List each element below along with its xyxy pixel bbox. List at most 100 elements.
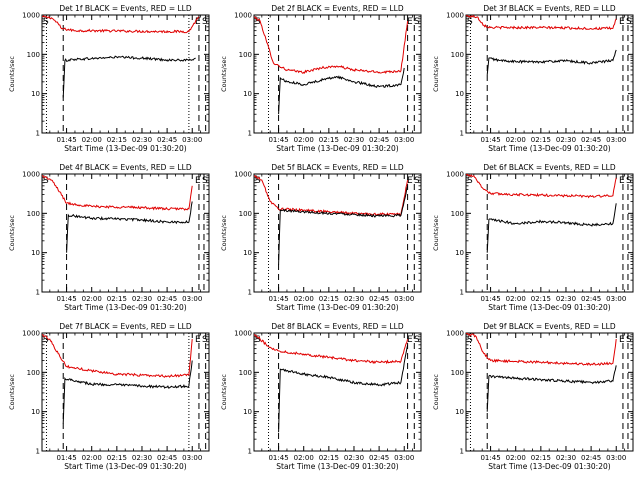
x-tick-label: 02:00: [82, 295, 102, 303]
series-line-lld: [254, 16, 409, 74]
series-line-events: [486, 365, 617, 412]
x-axis-label: Start Time (13-Dec-09 01:30:20): [488, 303, 610, 312]
y-tick-label: 100: [451, 51, 464, 59]
y-axis-label: Counts/sec: [432, 374, 440, 410]
x-axis-label: Start Time (13-Dec-09 01:30:20): [64, 462, 186, 471]
start-marker-label: S: [467, 17, 473, 27]
start-marker-label: S: [43, 17, 49, 27]
x-tick-label: 02:45: [581, 295, 601, 303]
plot-frame: [465, 173, 634, 293]
y-tick-label: 1000: [446, 12, 464, 20]
y-axis-label: Counts/sec: [8, 215, 16, 251]
end-marker-label: E: [619, 17, 625, 27]
y-axis-label: Counts/sec: [432, 56, 440, 92]
x-tick-label: 02:30: [556, 295, 576, 303]
end-marker-label: E: [407, 335, 413, 345]
x-tick-label: 02:45: [369, 295, 389, 303]
chart-title: Det 5f BLACK = Events, RED = LLD: [271, 163, 404, 172]
chart-panel-4: Det 4f BLACK = Events, RED = LLD 1 10 100 10…: [8, 163, 210, 312]
y-tick-label: 1: [36, 448, 40, 456]
start-marker-label: S: [255, 335, 261, 345]
y-tick-label: 100: [27, 369, 40, 377]
x-tick-label: 01:45: [268, 454, 288, 462]
x-axis-label: Start Time (13-Dec-09 01:30:20): [64, 144, 186, 153]
y-tick-label: 10: [31, 90, 40, 98]
start-marker-label: S: [43, 176, 49, 186]
series-line-events: [62, 360, 193, 424]
series-line-lld: [466, 174, 617, 199]
end-marker-label: E: [195, 17, 201, 27]
end-marker-label: S: [626, 176, 632, 186]
chart-title: Det 7f BLACK = Events, RED = LLD: [59, 322, 192, 331]
start-marker-label: S: [255, 176, 261, 186]
x-tick-label: 02:15: [107, 295, 127, 303]
y-tick-label: 1: [36, 130, 40, 138]
end-marker-label: S: [414, 176, 420, 186]
x-tick-label: 03:00: [606, 454, 626, 462]
end-marker-label: E: [195, 335, 201, 345]
y-tick-label: 1: [460, 130, 464, 138]
x-tick-label: 02:30: [132, 295, 152, 303]
chart-title: Det 8f BLACK = Events, RED = LLD: [271, 322, 404, 331]
x-tick-label: 02:15: [107, 454, 127, 462]
y-tick-label: 100: [27, 210, 40, 218]
y-tick-label: 1000: [234, 171, 252, 179]
x-axis-label: Start Time (13-Dec-09 01:30:20): [488, 144, 610, 153]
chart-title: Det 1f BLACK = Events, RED = LLD: [59, 4, 192, 13]
x-tick-label: 02:30: [344, 295, 364, 303]
chart-panel-7: Det 7f BLACK = Events, RED = LLD 1 10 100 10…: [8, 322, 210, 471]
x-tick-label: 01:45: [56, 454, 76, 462]
x-tick-label: 02:00: [294, 295, 314, 303]
x-tick-label: 01:45: [480, 454, 500, 462]
series-line-events: [486, 49, 617, 75]
y-tick-label: 1: [36, 289, 40, 297]
x-axis-label: Start Time (13-Dec-09 01:30:20): [276, 144, 398, 153]
series-line-lld: [466, 333, 617, 367]
chart-title: Det 4f BLACK = Events, RED = LLD: [59, 163, 192, 172]
series-line-events: [62, 55, 196, 98]
end-marker-label: S: [626, 335, 632, 345]
x-tick-label: 03:00: [182, 136, 202, 144]
x-tick-label: 02:45: [157, 295, 177, 303]
series-line-lld: [42, 175, 193, 211]
x-tick-label: 02:00: [506, 295, 526, 303]
series-line-events: [278, 344, 409, 433]
end-marker-label: E: [619, 176, 625, 186]
end-marker-label: S: [202, 335, 208, 345]
x-tick-label: 02:30: [556, 454, 576, 462]
series-line-lld: [42, 334, 193, 378]
end-marker-label: E: [407, 176, 413, 186]
x-tick-label: 02:00: [294, 454, 314, 462]
x-tick-label: 02:15: [531, 454, 551, 462]
x-tick-label: 03:00: [394, 295, 414, 303]
x-tick-label: 02:45: [157, 136, 177, 144]
y-tick-label: 100: [451, 369, 464, 377]
y-tick-label: 1000: [234, 12, 252, 20]
chart-panel-5: Det 5f BLACK = Events, RED = LLD 1 10 100 10…: [220, 163, 422, 312]
x-tick-label: 02:00: [82, 136, 102, 144]
x-tick-label: 02:00: [506, 454, 526, 462]
x-tick-label: 02:30: [132, 454, 152, 462]
start-marker-label: S: [255, 17, 261, 27]
y-tick-label: 1000: [446, 171, 464, 179]
y-tick-label: 1: [460, 289, 464, 297]
start-marker-label: S: [467, 335, 473, 345]
series-line-events: [486, 203, 617, 253]
y-tick-label: 1000: [234, 330, 252, 338]
start-marker-label: S: [43, 335, 49, 345]
y-tick-label: 1: [248, 130, 252, 138]
y-tick-label: 10: [455, 249, 464, 257]
chart-title: Det 2f BLACK = Events, RED = LLD: [271, 4, 404, 13]
x-tick-label: 02:45: [369, 136, 389, 144]
y-axis-label: Counts/sec: [220, 56, 228, 92]
x-axis-label: Start Time (13-Dec-09 01:30:20): [276, 462, 398, 471]
x-tick-label: 03:00: [182, 454, 202, 462]
x-axis-label: Start Time (13-Dec-09 01:30:20): [488, 462, 610, 471]
y-tick-label: 100: [239, 369, 252, 377]
end-marker-label: E: [195, 176, 201, 186]
x-tick-label: 03:00: [606, 136, 626, 144]
y-tick-label: 10: [455, 408, 464, 416]
y-tick-label: 10: [31, 408, 40, 416]
x-tick-label: 02:15: [531, 295, 551, 303]
